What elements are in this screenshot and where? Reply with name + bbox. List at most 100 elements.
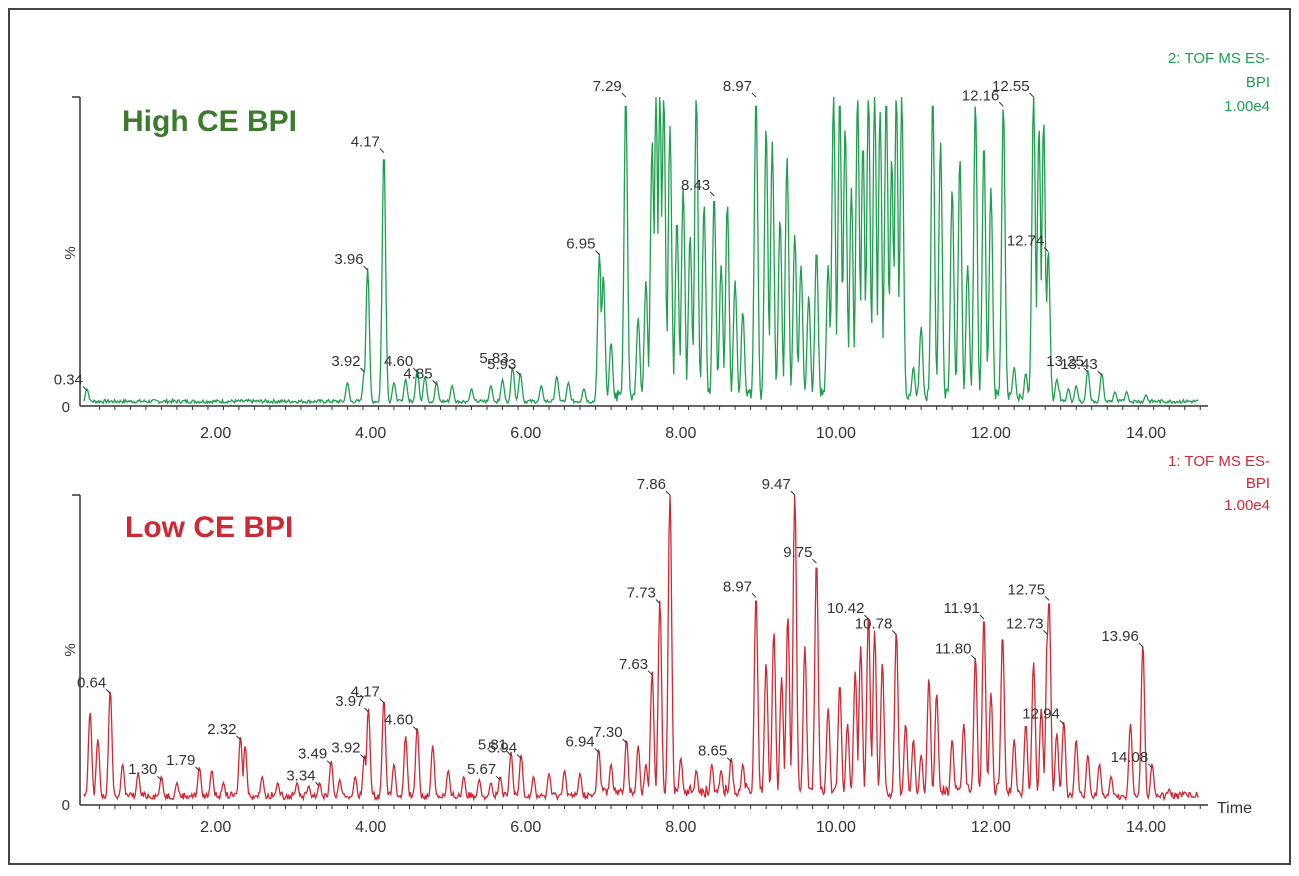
low-ce-peak-leader [516, 754, 522, 759]
low-ce-peak-label: 4.60 [384, 712, 413, 729]
high-ce-trace [83, 96, 1199, 405]
high-ce-peak-label: 13.43 [1060, 356, 1098, 373]
high-ce-peak-label: 4.60 [384, 353, 413, 370]
high-ce-peak-label: 12.55 [992, 78, 1030, 95]
low-ce-trace-id-line1: 1: TOF MS ES- [1168, 453, 1270, 470]
high-ce-peak-leader [1029, 92, 1034, 98]
high-ce-x-tick-label: 6.00 [510, 425, 541, 442]
low-ce-peak-leader [379, 698, 385, 704]
high-ce-peak-label: 7.29 [593, 78, 622, 95]
low-ce-peak-label: 6.94 [565, 733, 594, 750]
high-ce-x-tick-label: 10.00 [816, 425, 856, 442]
high-ce-peak-leader [360, 367, 365, 373]
low-ce-peak-label: 3.34 [286, 767, 315, 784]
low-ce-peak-label: 2.32 [207, 721, 236, 738]
low-ce-peak-label: 9.75 [783, 544, 812, 561]
high-ce-peak-leader [751, 92, 757, 98]
low-ce-peak-leader [1138, 642, 1144, 648]
high-ce-peak-leader [82, 386, 88, 391]
low-ce-peak-label: 3.49 [298, 746, 327, 763]
low-ce-x-tick-label: 4.00 [355, 819, 386, 836]
high-ce-peak-leader [363, 265, 368, 271]
high-ce-peak-label: 3.92 [331, 353, 360, 370]
high-ce-peak-label: 5.93 [487, 356, 516, 373]
low-ce-peak-leader [665, 490, 671, 496]
low-ce-x-tick-label: 14.00 [1126, 819, 1166, 836]
low-ce-trace [83, 494, 1199, 802]
low-ce-peak-label: 1.79 [166, 752, 195, 769]
low-ce-y-axis-label: % [62, 643, 79, 656]
low-ce-peak-label: 12.73 [1006, 616, 1044, 633]
low-ce-peak-label: 10.78 [855, 616, 893, 633]
low-ce-peak-leader [1043, 630, 1048, 635]
high-ce-peak-leader [412, 367, 418, 373]
high-ce-peak-leader [379, 148, 385, 153]
low-ce-peak-leader [364, 707, 369, 713]
high-ce-x-tick-label: 12.00 [971, 425, 1011, 442]
high-ce-title: High CE BPI [122, 105, 297, 138]
low-ce-peak-label: 0.64 [77, 674, 106, 691]
high-ce-trace-id-line2: BPI [1246, 74, 1270, 91]
high-ce-peak-label: 13.25 [1046, 353, 1084, 370]
high-ce-x-tick-label: 4.00 [355, 425, 386, 442]
low-ce-peak-label: 8.97 [723, 578, 752, 595]
high-ce-y-axis-label: % [62, 246, 79, 259]
low-ce-peak-leader [506, 751, 512, 756]
high-ce-marks: 2.00 4.00 6.00 8.00 10.00 12.00 14.00 0.34 3.92 3… [54, 78, 1208, 442]
low-ce-peak-leader [655, 599, 661, 604]
low-ce-trace-id-line2: BPI [1246, 475, 1270, 492]
low-ce-panel: Low CE BPI 1: TOF MS ES- BPI 1.00e4 % 0 … [62, 453, 1270, 836]
low-ce-peak-label: 5.94 [488, 740, 517, 757]
high-ce-peak-leader [515, 370, 521, 376]
low-ce-peak-leader [1044, 596, 1050, 601]
high-ce-peak-label: 8.97 [723, 78, 752, 95]
high-ce-peak-leader [432, 380, 437, 385]
high-ce-peak-label: 0.34 [54, 372, 83, 389]
low-ce-peak-leader [891, 630, 897, 635]
low-ce-x-tick-label: 10.00 [816, 819, 856, 836]
low-ce-peak-label: 7.86 [637, 476, 666, 493]
high-ce-peak-leader [1083, 367, 1089, 373]
low-ce-peak-leader [326, 760, 332, 766]
low-ce-peak-leader [751, 592, 757, 598]
high-ce-peak-leader [595, 250, 600, 255]
high-ce-peak-leader [1043, 247, 1049, 252]
low-ce-peak-label: 12.75 [1008, 581, 1046, 598]
low-ce-peak-leader [726, 757, 732, 762]
high-ce-trace-id-line1: 2: TOF MS ES- [1168, 50, 1270, 67]
low-ce-peak-leader [622, 738, 627, 744]
low-ce-peak-label: 11.80 [935, 640, 971, 657]
low-ce-peak-leader [412, 726, 418, 731]
high-ce-peak-leader [1097, 370, 1103, 376]
low-ce-y-tick-0: 0 [62, 797, 70, 814]
low-ce-peak-leader [647, 670, 653, 676]
low-ce-peak-label: 14.08 [1111, 749, 1149, 766]
low-ce-x-tick-label: 8.00 [665, 819, 696, 836]
low-ce-peak-label: 9.47 [762, 476, 791, 493]
low-ce-peak-leader [236, 735, 241, 741]
high-ce-peak-label: 4.85 [403, 365, 432, 382]
low-ce-peak-label: 7.30 [593, 724, 622, 741]
high-ce-x-tick-label: 2.00 [200, 425, 231, 442]
low-ce-peak-leader [157, 775, 162, 781]
low-ce-peak-label: 3.97 [335, 693, 364, 710]
low-ce-peak-leader [594, 747, 600, 753]
figure-border [8, 8, 1291, 865]
high-ce-peak-label: 8.43 [681, 177, 710, 194]
low-ce-peak-leader [105, 689, 111, 694]
low-ce-title: Low CE BPI [125, 511, 293, 544]
low-ce-x-tick-label: 2.00 [200, 819, 231, 836]
low-ce-peak-label: 1.30 [128, 761, 157, 778]
high-ce-peak-label: 5.83 [479, 350, 508, 367]
low-ce-peak-label: 4.17 [351, 684, 380, 701]
high-ce-x-tick-label: 8.00 [665, 425, 696, 442]
low-ce-peak-leader [979, 614, 985, 620]
low-ce-marks: 2.00 4.00 6.00 8.00 10.00 12.00 14.00 0.64 1.30 1… [72, 476, 1208, 836]
low-ce-peak-leader [790, 490, 796, 496]
low-ce-peak-label: 3.92 [331, 740, 360, 757]
high-ce-panel: High CE BPI 2: TOF MS ES- BPI 1.00e4 % 0… [54, 50, 1270, 442]
low-ce-peak-leader [360, 754, 365, 759]
high-ce-peak-leader [508, 364, 513, 370]
low-ce-peak-label: 5.81 [478, 736, 507, 753]
